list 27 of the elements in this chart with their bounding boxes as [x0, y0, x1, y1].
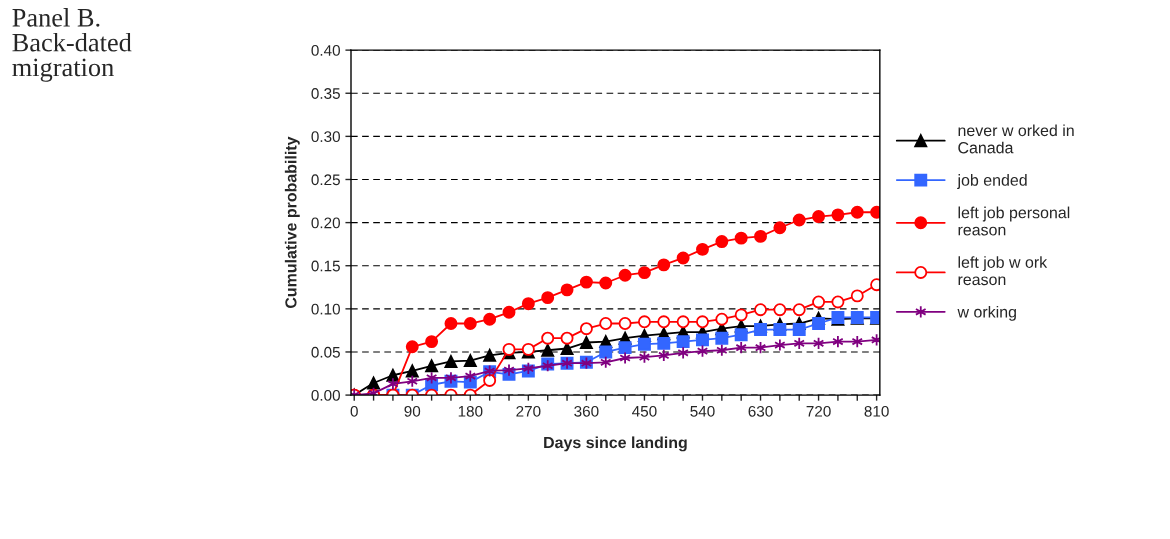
y-axis-title: Cumulative probability: [284, 136, 300, 309]
x-tick-label: 180: [458, 405, 483, 417]
x-tick-label: 540: [690, 405, 715, 417]
y-tick-label: 0.25: [311, 174, 340, 186]
x-tick-label: 0: [350, 405, 358, 417]
x-tick-label: 810: [864, 405, 889, 417]
legend-label: left job w ork reason: [958, 256, 1048, 286]
y-tick-label: 0.10: [311, 303, 340, 315]
y-tick-label: 0.20: [311, 217, 340, 229]
x-tick-label: 450: [632, 405, 657, 417]
x-tick-label: 630: [748, 405, 773, 417]
y-tick-label: 0.00: [311, 389, 340, 401]
y-tick-label: 0.15: [311, 260, 340, 272]
legend-label: job ended: [957, 174, 1027, 189]
y-tick-label: 0.35: [311, 88, 340, 99]
y-tick-label: 0.05: [311, 346, 340, 358]
legend-label: w orking: [957, 305, 1016, 321]
legend-label: left job personal reason: [958, 206, 1070, 236]
x-tick-label: 90: [404, 405, 421, 417]
text: Panel B. Back-dated migration: [12, 8, 132, 82]
y-tick-label: 0.40: [311, 44, 340, 56]
y-tick-label: 0.30: [311, 131, 340, 143]
x-tick-label: 270: [516, 405, 541, 417]
x-tick-label: 720: [806, 405, 831, 417]
legend-label: never w orked in Canada: [958, 124, 1074, 154]
x-tick-label: 360: [574, 405, 599, 417]
x-axis-title: Days since landing: [544, 436, 687, 452]
